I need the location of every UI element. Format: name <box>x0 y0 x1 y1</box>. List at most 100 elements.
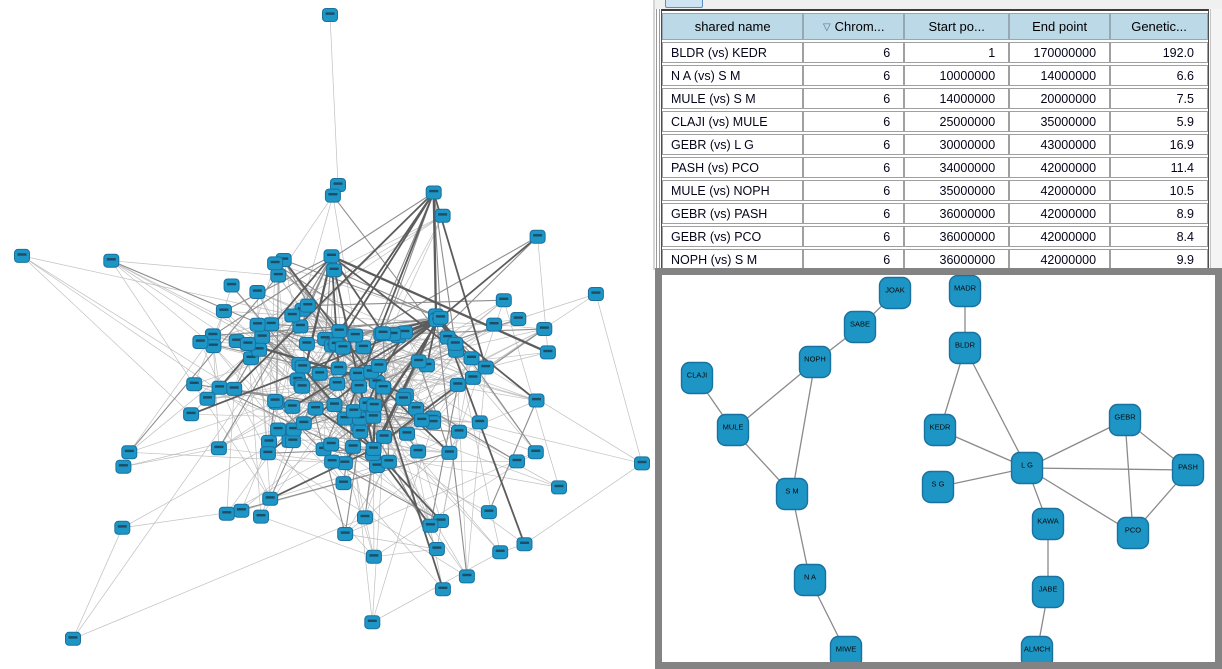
network-edge[interactable] <box>283 259 419 452</box>
network-node[interactable] <box>263 317 280 332</box>
table-cell[interactable]: 6 <box>803 111 905 132</box>
filter-icon[interactable]: ▽ <box>822 22 831 33</box>
network-node[interactable] <box>529 229 546 244</box>
network-node[interactable] <box>335 476 352 491</box>
network-edge[interactable] <box>333 269 441 319</box>
table-cell[interactable]: 42000000 <box>1009 180 1111 201</box>
network-edge[interactable] <box>129 451 345 464</box>
network-node-KAWA[interactable]: KAWA <box>1031 507 1065 541</box>
network-node[interactable] <box>298 336 315 351</box>
network-node[interactable] <box>365 549 382 564</box>
network-node[interactable] <box>634 456 650 471</box>
network-node[interactable] <box>376 429 393 444</box>
network-edge[interactable] <box>223 255 332 312</box>
network-node[interactable] <box>365 442 382 456</box>
network-node[interactable] <box>324 454 341 469</box>
table-cell[interactable]: 8.9 <box>1110 203 1208 224</box>
network-node[interactable] <box>215 304 232 319</box>
network-edge[interactable] <box>292 315 495 325</box>
network-node[interactable] <box>326 263 343 278</box>
network-edge[interactable] <box>330 256 378 467</box>
network-node[interactable] <box>345 404 362 419</box>
network-edge[interactable] <box>457 384 468 577</box>
network-edge[interactable] <box>331 461 442 522</box>
network-edge-L G-PASH[interactable] <box>1026 467 1189 471</box>
network-node[interactable] <box>434 582 451 597</box>
network-node[interactable] <box>551 480 567 495</box>
network-node[interactable] <box>451 424 467 439</box>
table-cell[interactable]: 11.4 <box>1110 157 1208 178</box>
network-node[interactable] <box>352 424 369 439</box>
network-edge-GEBR-PCO[interactable] <box>1124 419 1134 534</box>
network-node[interactable] <box>370 358 387 373</box>
network-edge[interactable] <box>524 463 643 545</box>
network-node-MULE[interactable]: MULE <box>716 413 750 447</box>
table-cell[interactable]: 6 <box>803 88 905 109</box>
network-node[interactable] <box>364 615 381 630</box>
network-node[interactable] <box>192 335 209 349</box>
network-edge[interactable] <box>430 525 468 577</box>
network-edge[interactable] <box>21 255 294 442</box>
table-scrollbar[interactable] <box>1210 9 1222 268</box>
table-cell[interactable]: 42000000 <box>1009 226 1111 247</box>
table-cell[interactable]: 6 <box>803 42 905 63</box>
network-edge[interactable] <box>440 236 539 319</box>
network-node[interactable] <box>121 445 138 460</box>
network-edge[interactable] <box>373 451 536 558</box>
network-node[interactable] <box>233 503 250 518</box>
network-edge[interactable] <box>416 408 643 464</box>
network-node[interactable] <box>334 340 351 355</box>
network-node[interactable] <box>441 445 458 460</box>
network-node[interactable] <box>331 324 348 339</box>
table-cell[interactable]: 6 <box>803 180 905 201</box>
network-edge[interactable] <box>260 516 375 558</box>
network-node[interactable] <box>267 256 284 271</box>
network-node[interactable] <box>337 527 354 541</box>
network-node-SABE[interactable]: SABE <box>843 310 877 344</box>
network-edge[interactable] <box>338 191 435 332</box>
network-edge[interactable] <box>212 192 434 336</box>
network-node[interactable] <box>294 359 311 374</box>
table-cell[interactable]: 36000000 <box>904 249 1010 270</box>
table-cell[interactable]: 10000000 <box>904 65 1010 86</box>
network-node[interactable] <box>399 426 415 441</box>
network-edge[interactable] <box>374 405 501 553</box>
table-cell[interactable]: 30000000 <box>904 134 1010 155</box>
table-cell[interactable]: BLDR (vs) KEDR <box>662 42 804 63</box>
network-edge-BLDR-L G[interactable] <box>964 347 1028 469</box>
network-edge[interactable] <box>219 387 434 419</box>
network-node[interactable] <box>471 415 488 430</box>
table-row[interactable]: N A (vs) S M 6 10000000 14000000 6.6 <box>662 65 1208 86</box>
network-node[interactable] <box>458 569 475 584</box>
network-node-PASH[interactable]: PASH <box>1171 453 1205 487</box>
network-edge[interactable] <box>72 517 366 640</box>
table-cell[interactable]: 5.9 <box>1110 111 1208 132</box>
network-node[interactable] <box>380 454 397 469</box>
network-edge[interactable] <box>343 317 442 464</box>
network-node[interactable] <box>410 444 427 459</box>
network-edge[interactable] <box>200 341 378 383</box>
network-node[interactable] <box>299 298 316 313</box>
network-edge[interactable] <box>472 377 537 453</box>
network-node[interactable] <box>262 491 279 506</box>
network-node[interactable] <box>355 340 372 355</box>
network-node[interactable] <box>249 317 266 332</box>
network-node[interactable] <box>464 370 481 385</box>
table-cell[interactable]: 6 <box>803 203 905 224</box>
network-node[interactable] <box>410 354 427 369</box>
network-edge[interactable] <box>268 441 375 558</box>
table-row[interactable]: PASH (vs) PCO 6 34000000 42000000 11.4 <box>662 157 1208 178</box>
network-node[interactable] <box>284 308 301 323</box>
table-cell[interactable]: 6 <box>803 157 905 178</box>
table-cell[interactable]: 6 <box>803 134 905 155</box>
table-cell[interactable]: 10.5 <box>1110 180 1208 201</box>
network-node[interactable] <box>492 545 509 560</box>
table-cell[interactable]: 20000000 <box>1009 88 1111 109</box>
network-node[interactable] <box>205 339 222 354</box>
network-node[interactable] <box>345 439 362 454</box>
network-node[interactable] <box>294 379 311 394</box>
network-node[interactable] <box>323 437 340 452</box>
network-edge[interactable] <box>345 533 437 550</box>
network-node[interactable] <box>434 208 451 223</box>
table-cell[interactable]: 6 <box>803 226 905 247</box>
